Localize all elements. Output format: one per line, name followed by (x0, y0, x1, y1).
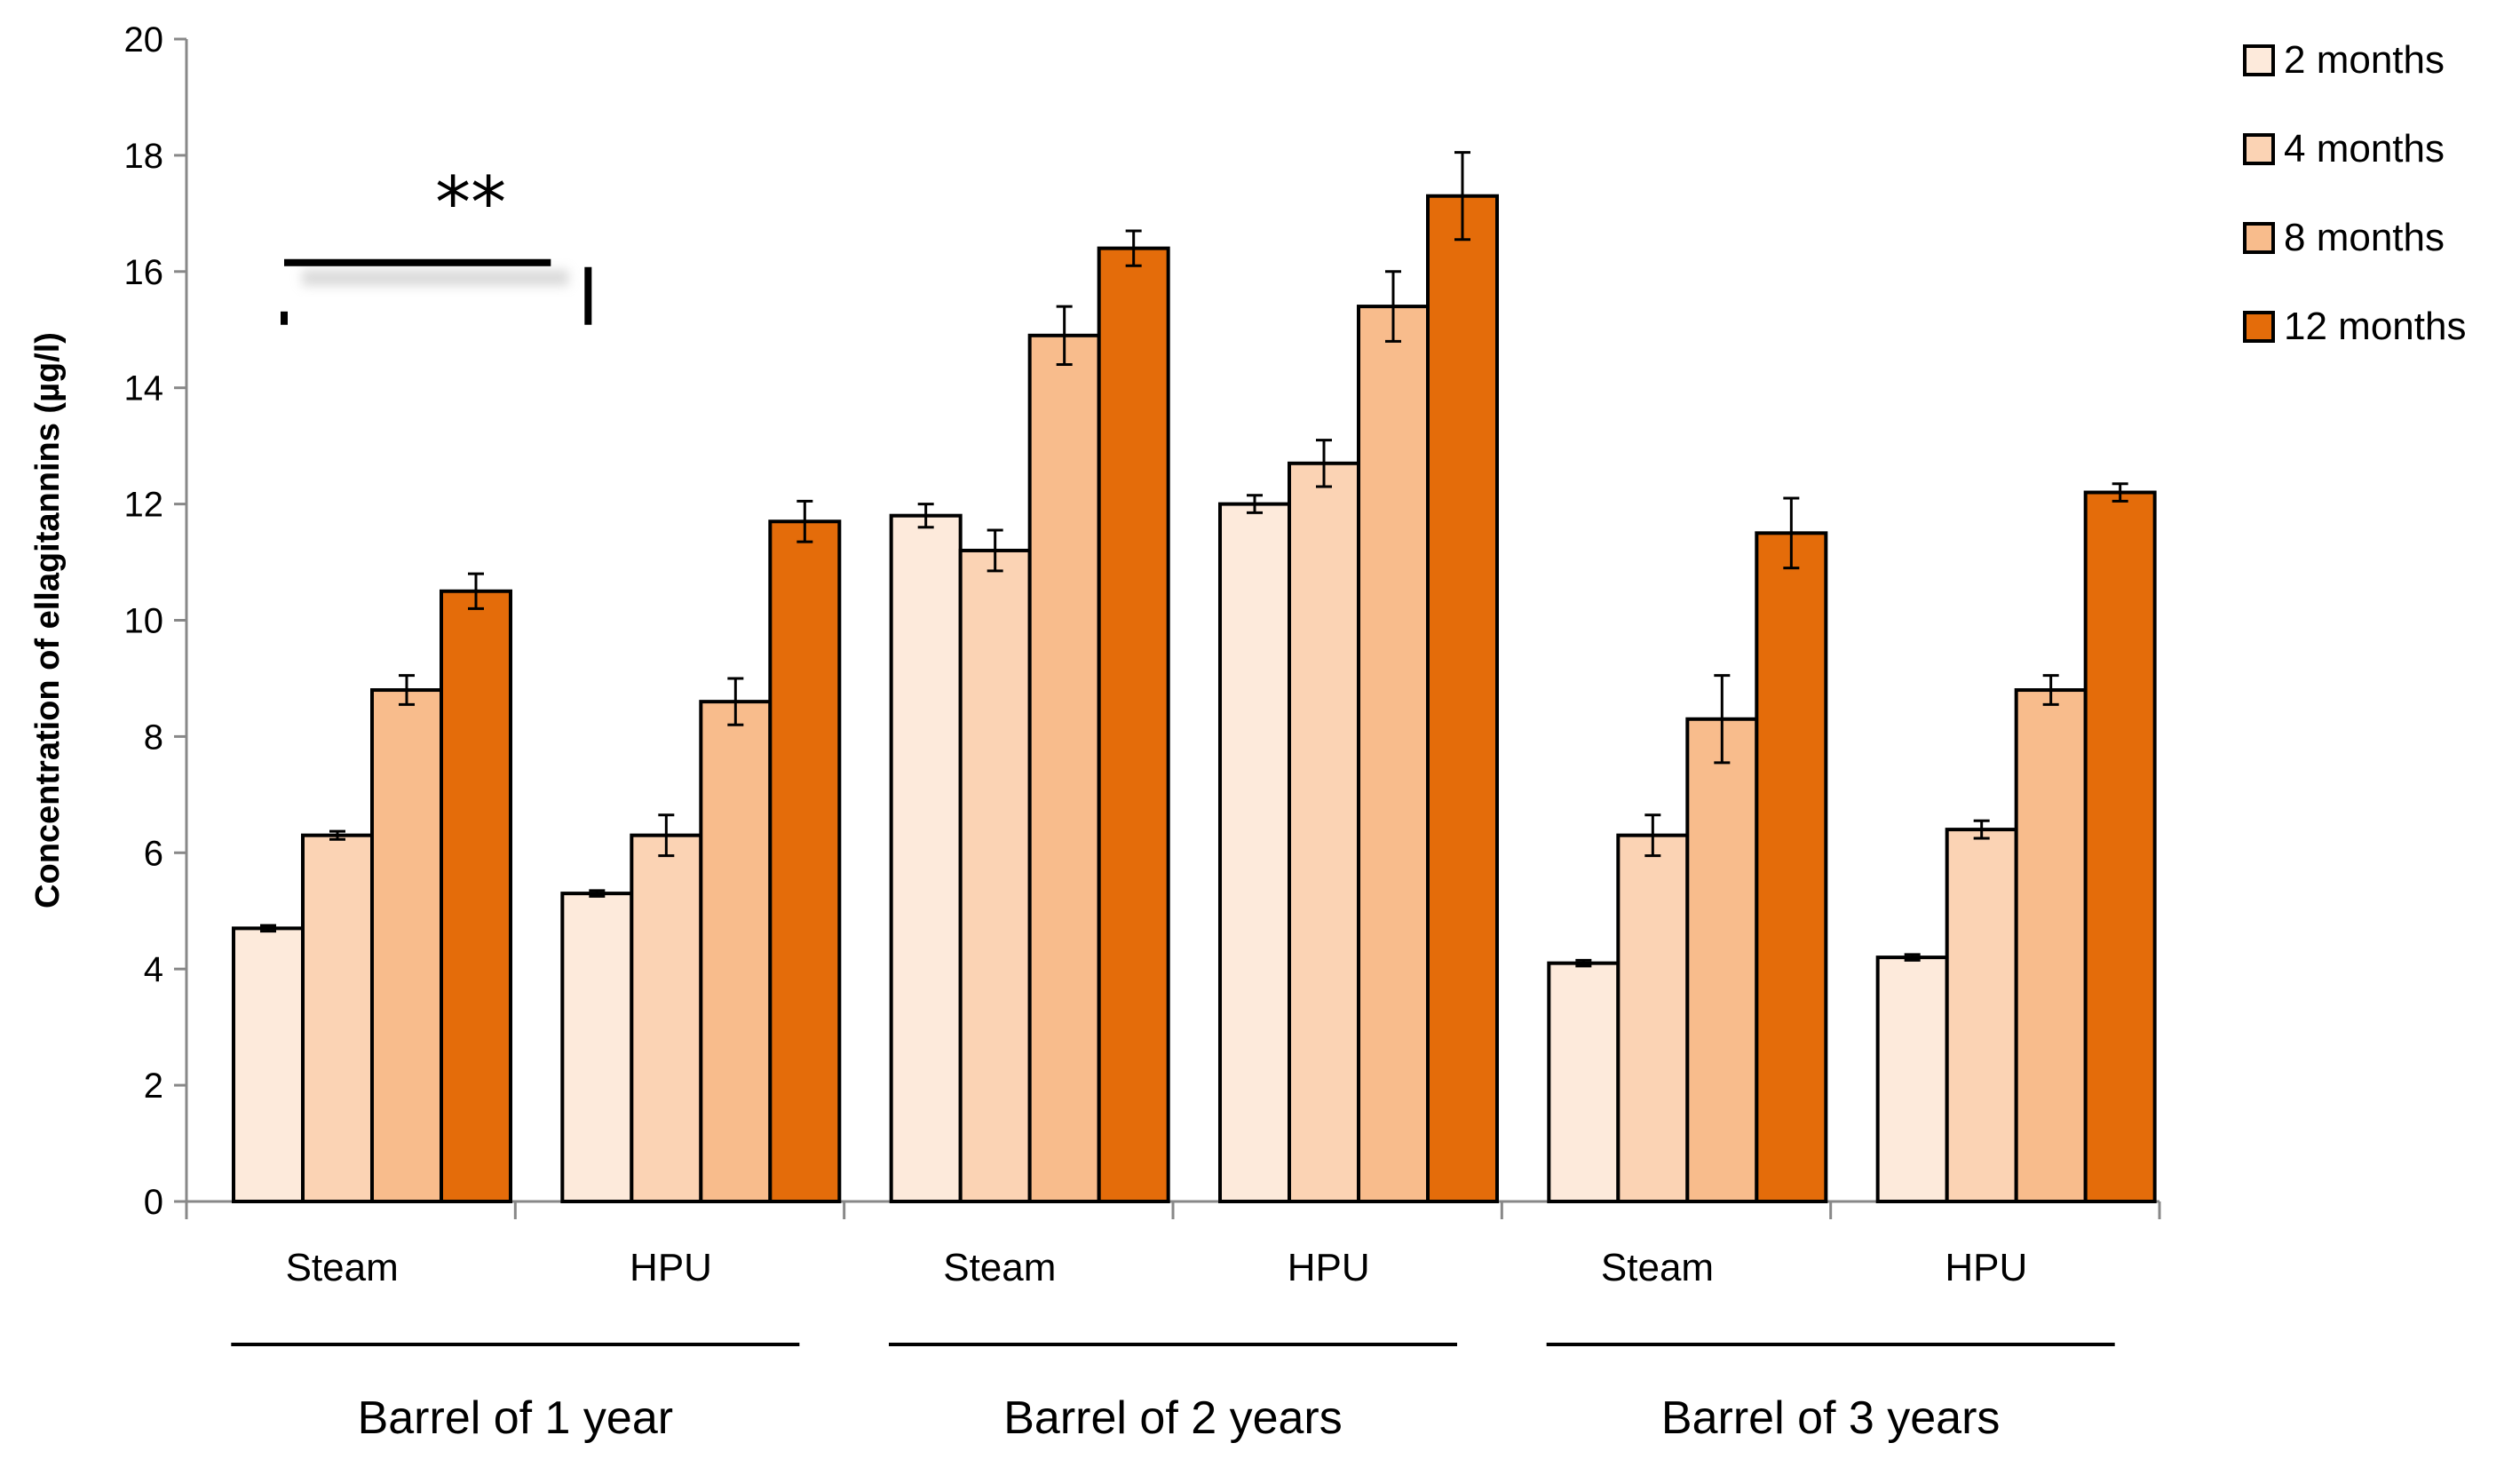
y-tick-label: 20 (124, 20, 164, 59)
significance-annotations: *** (281, 162, 592, 325)
legend-swatch (2243, 311, 2275, 343)
group-label: Barrel of 3 years (1661, 1392, 2001, 1444)
bar (560, 892, 634, 1203)
y-tick-label: 10 (124, 602, 164, 641)
bar (1027, 333, 1101, 1204)
y-tick-label: 0 (144, 1183, 163, 1222)
bar (889, 513, 963, 1203)
legend-swatch (2243, 44, 2275, 76)
bar (370, 688, 443, 1203)
bar (1755, 531, 1828, 1203)
bar (1547, 961, 1621, 1204)
annotation-shadow (302, 269, 569, 286)
bar (301, 833, 374, 1203)
bars-layer (232, 151, 2157, 1204)
bar (1097, 246, 1170, 1203)
category-label: Steam (286, 1246, 399, 1289)
bar (1616, 833, 1690, 1203)
significance-stars: ** (435, 162, 506, 244)
y-axis-label: Concentration of ellagitannins (µg/l) (29, 332, 67, 908)
bar (2083, 490, 2157, 1203)
group-label: Barrel of 1 year (358, 1392, 674, 1444)
bar (630, 833, 703, 1203)
y-tick-label: 6 (144, 834, 163, 873)
y-tick-label: 8 (144, 718, 163, 757)
category-label: HPU (1945, 1246, 2027, 1289)
y-tick-label: 16 (124, 253, 164, 292)
legend-label: 2 months (2284, 38, 2445, 82)
y-tick-label: 2 (144, 1066, 163, 1106)
y-tick-label: 14 (124, 369, 164, 408)
legend-swatch (2243, 133, 2275, 165)
axes (174, 37, 2161, 1219)
bar (1357, 305, 1430, 1203)
category-label: HPU (1288, 1246, 1370, 1289)
bar (2014, 688, 2088, 1203)
bar (768, 519, 842, 1203)
bar (1945, 828, 2018, 1203)
category-label: HPU (630, 1246, 712, 1289)
legend-swatch (2243, 222, 2275, 254)
bar (1218, 502, 1291, 1203)
y-tick-label: 12 (124, 486, 164, 525)
bar (440, 589, 512, 1203)
bar (1685, 717, 1759, 1203)
legend: 2 months 4 months 8 months 12 months (2243, 38, 2466, 348)
bar (232, 926, 305, 1203)
y-tick-label: 4 (144, 950, 163, 989)
bar (1426, 194, 1499, 1204)
labels-layer: 0 2 4 6 8 10 12 14 16 18 20 Concentration of ellagi… (29, 20, 2115, 1444)
y-tick-label: 18 (124, 137, 164, 176)
category-label: Steam (1601, 1246, 1714, 1289)
category-label: Steam (943, 1246, 1056, 1289)
bar (1288, 461, 1360, 1203)
bar (1875, 955, 1949, 1203)
bar (958, 548, 1032, 1203)
legend-label: 8 months (2284, 216, 2445, 259)
bar (699, 700, 773, 1203)
group-label: Barrel of 2 years (1003, 1392, 1343, 1444)
legend-label: 12 months (2284, 305, 2466, 348)
legend-label: 4 months (2284, 127, 2445, 170)
